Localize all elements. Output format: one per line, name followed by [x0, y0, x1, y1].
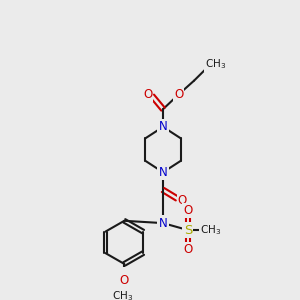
- Text: O: O: [143, 88, 152, 101]
- Text: O: O: [120, 274, 129, 287]
- Text: N: N: [159, 166, 167, 179]
- Text: O: O: [183, 243, 193, 256]
- Text: N: N: [159, 120, 167, 134]
- Text: N: N: [159, 120, 167, 134]
- Text: S: S: [184, 224, 192, 236]
- Text: O: O: [183, 204, 193, 217]
- Text: N: N: [159, 217, 167, 230]
- Text: CH$_3$: CH$_3$: [205, 57, 226, 70]
- Text: CH$_3$: CH$_3$: [112, 290, 134, 300]
- Text: O: O: [178, 194, 187, 206]
- Text: CH$_3$: CH$_3$: [200, 223, 222, 237]
- Text: O: O: [174, 88, 183, 101]
